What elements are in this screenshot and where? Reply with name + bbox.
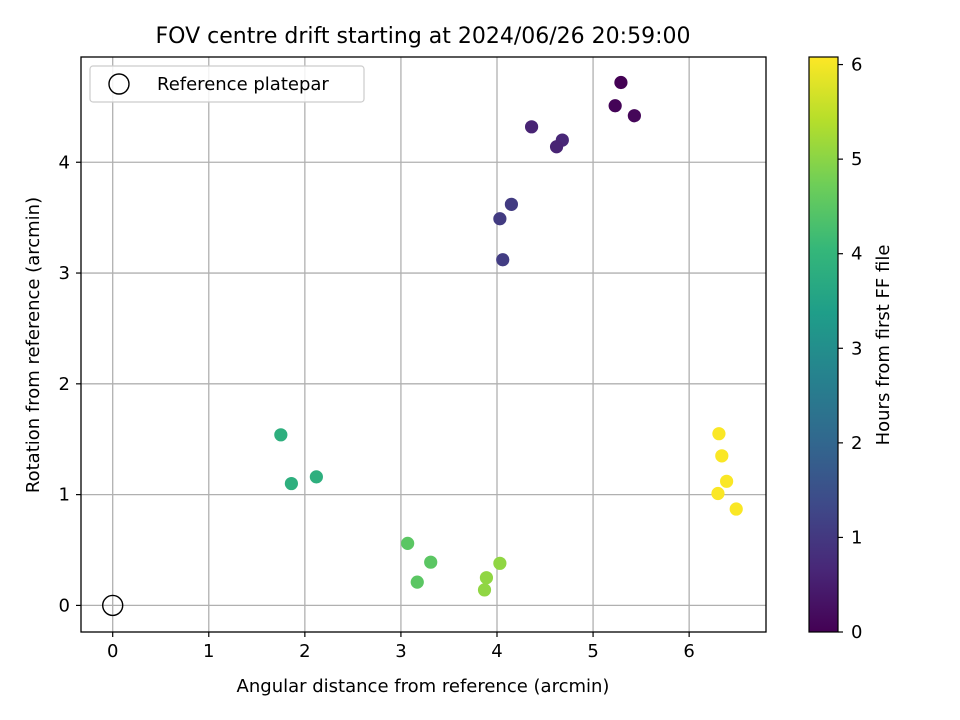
x-tick-label: 0 (107, 641, 118, 662)
data-point (729, 502, 743, 516)
x-tick-label: 6 (683, 641, 694, 662)
grid-lines (81, 57, 766, 632)
data-point (549, 140, 564, 154)
data-point (608, 99, 622, 113)
data-point (524, 120, 539, 134)
legend-marker-reference (108, 73, 130, 95)
colorbar-tick-label: 5 (851, 149, 862, 170)
colorbar-tick-label: 4 (851, 244, 862, 265)
y-tick-label: 2 (59, 374, 70, 395)
data-point (309, 470, 323, 484)
legend-label-reference: Reference platepar (157, 74, 329, 95)
colorbar-tick-label: 1 (851, 527, 862, 548)
colorbar-tick-label: 6 (851, 55, 862, 76)
x-tick-label: 3 (395, 641, 406, 662)
data-point (715, 449, 729, 463)
x-tick-label: 1 (203, 641, 214, 662)
data-point (274, 428, 288, 442)
data-point (493, 212, 507, 226)
reference-point-layer (102, 594, 124, 617)
data-point (614, 75, 628, 90)
plot-frame (80, 56, 767, 633)
colorbar (808, 56, 839, 633)
data-point (496, 253, 510, 267)
colorbar-label: Hours from first FF file (873, 245, 894, 446)
colorbar-tick-label: 2 (851, 433, 862, 454)
y-tick-label: 1 (59, 485, 70, 506)
x-tick-label: 2 (299, 641, 310, 662)
data-point (493, 556, 507, 570)
data-point (720, 474, 734, 488)
colorbar-tick-label: 0 (851, 622, 862, 643)
reference-point (102, 594, 124, 617)
data-point (479, 571, 494, 585)
legend-box (89, 65, 365, 103)
colorbar-ticks: 0 1 2 3 4 5 6 (838, 55, 862, 643)
y-tick-label: 4 (59, 152, 70, 173)
y-tick-label: 0 (59, 595, 70, 616)
data-point (477, 583, 492, 597)
data-point (627, 109, 641, 123)
x-axis-ticks: 0 1 2 3 4 5 6 (107, 632, 695, 662)
data-point (424, 555, 438, 569)
x-axis-label: Angular distance from reference (arcmin) (237, 676, 610, 697)
data-point (711, 486, 725, 501)
data-point (504, 197, 519, 211)
data-points (274, 75, 743, 597)
x-tick-label: 4 (491, 641, 502, 662)
data-point (401, 536, 415, 550)
data-point (410, 575, 424, 589)
legend: Reference platepar (89, 65, 365, 103)
data-point (284, 476, 298, 491)
y-axis-label: Rotation from reference (arcmin) (23, 197, 44, 493)
x-tick-label: 5 (587, 641, 598, 662)
data-point (712, 427, 726, 441)
y-tick-label: 3 (59, 263, 70, 284)
colorbar-tick-label: 3 (851, 338, 862, 359)
y-axis-ticks: 0 1 2 3 4 (59, 152, 81, 616)
chart-title: FOV centre drift starting at 2024/06/26 … (156, 24, 691, 49)
